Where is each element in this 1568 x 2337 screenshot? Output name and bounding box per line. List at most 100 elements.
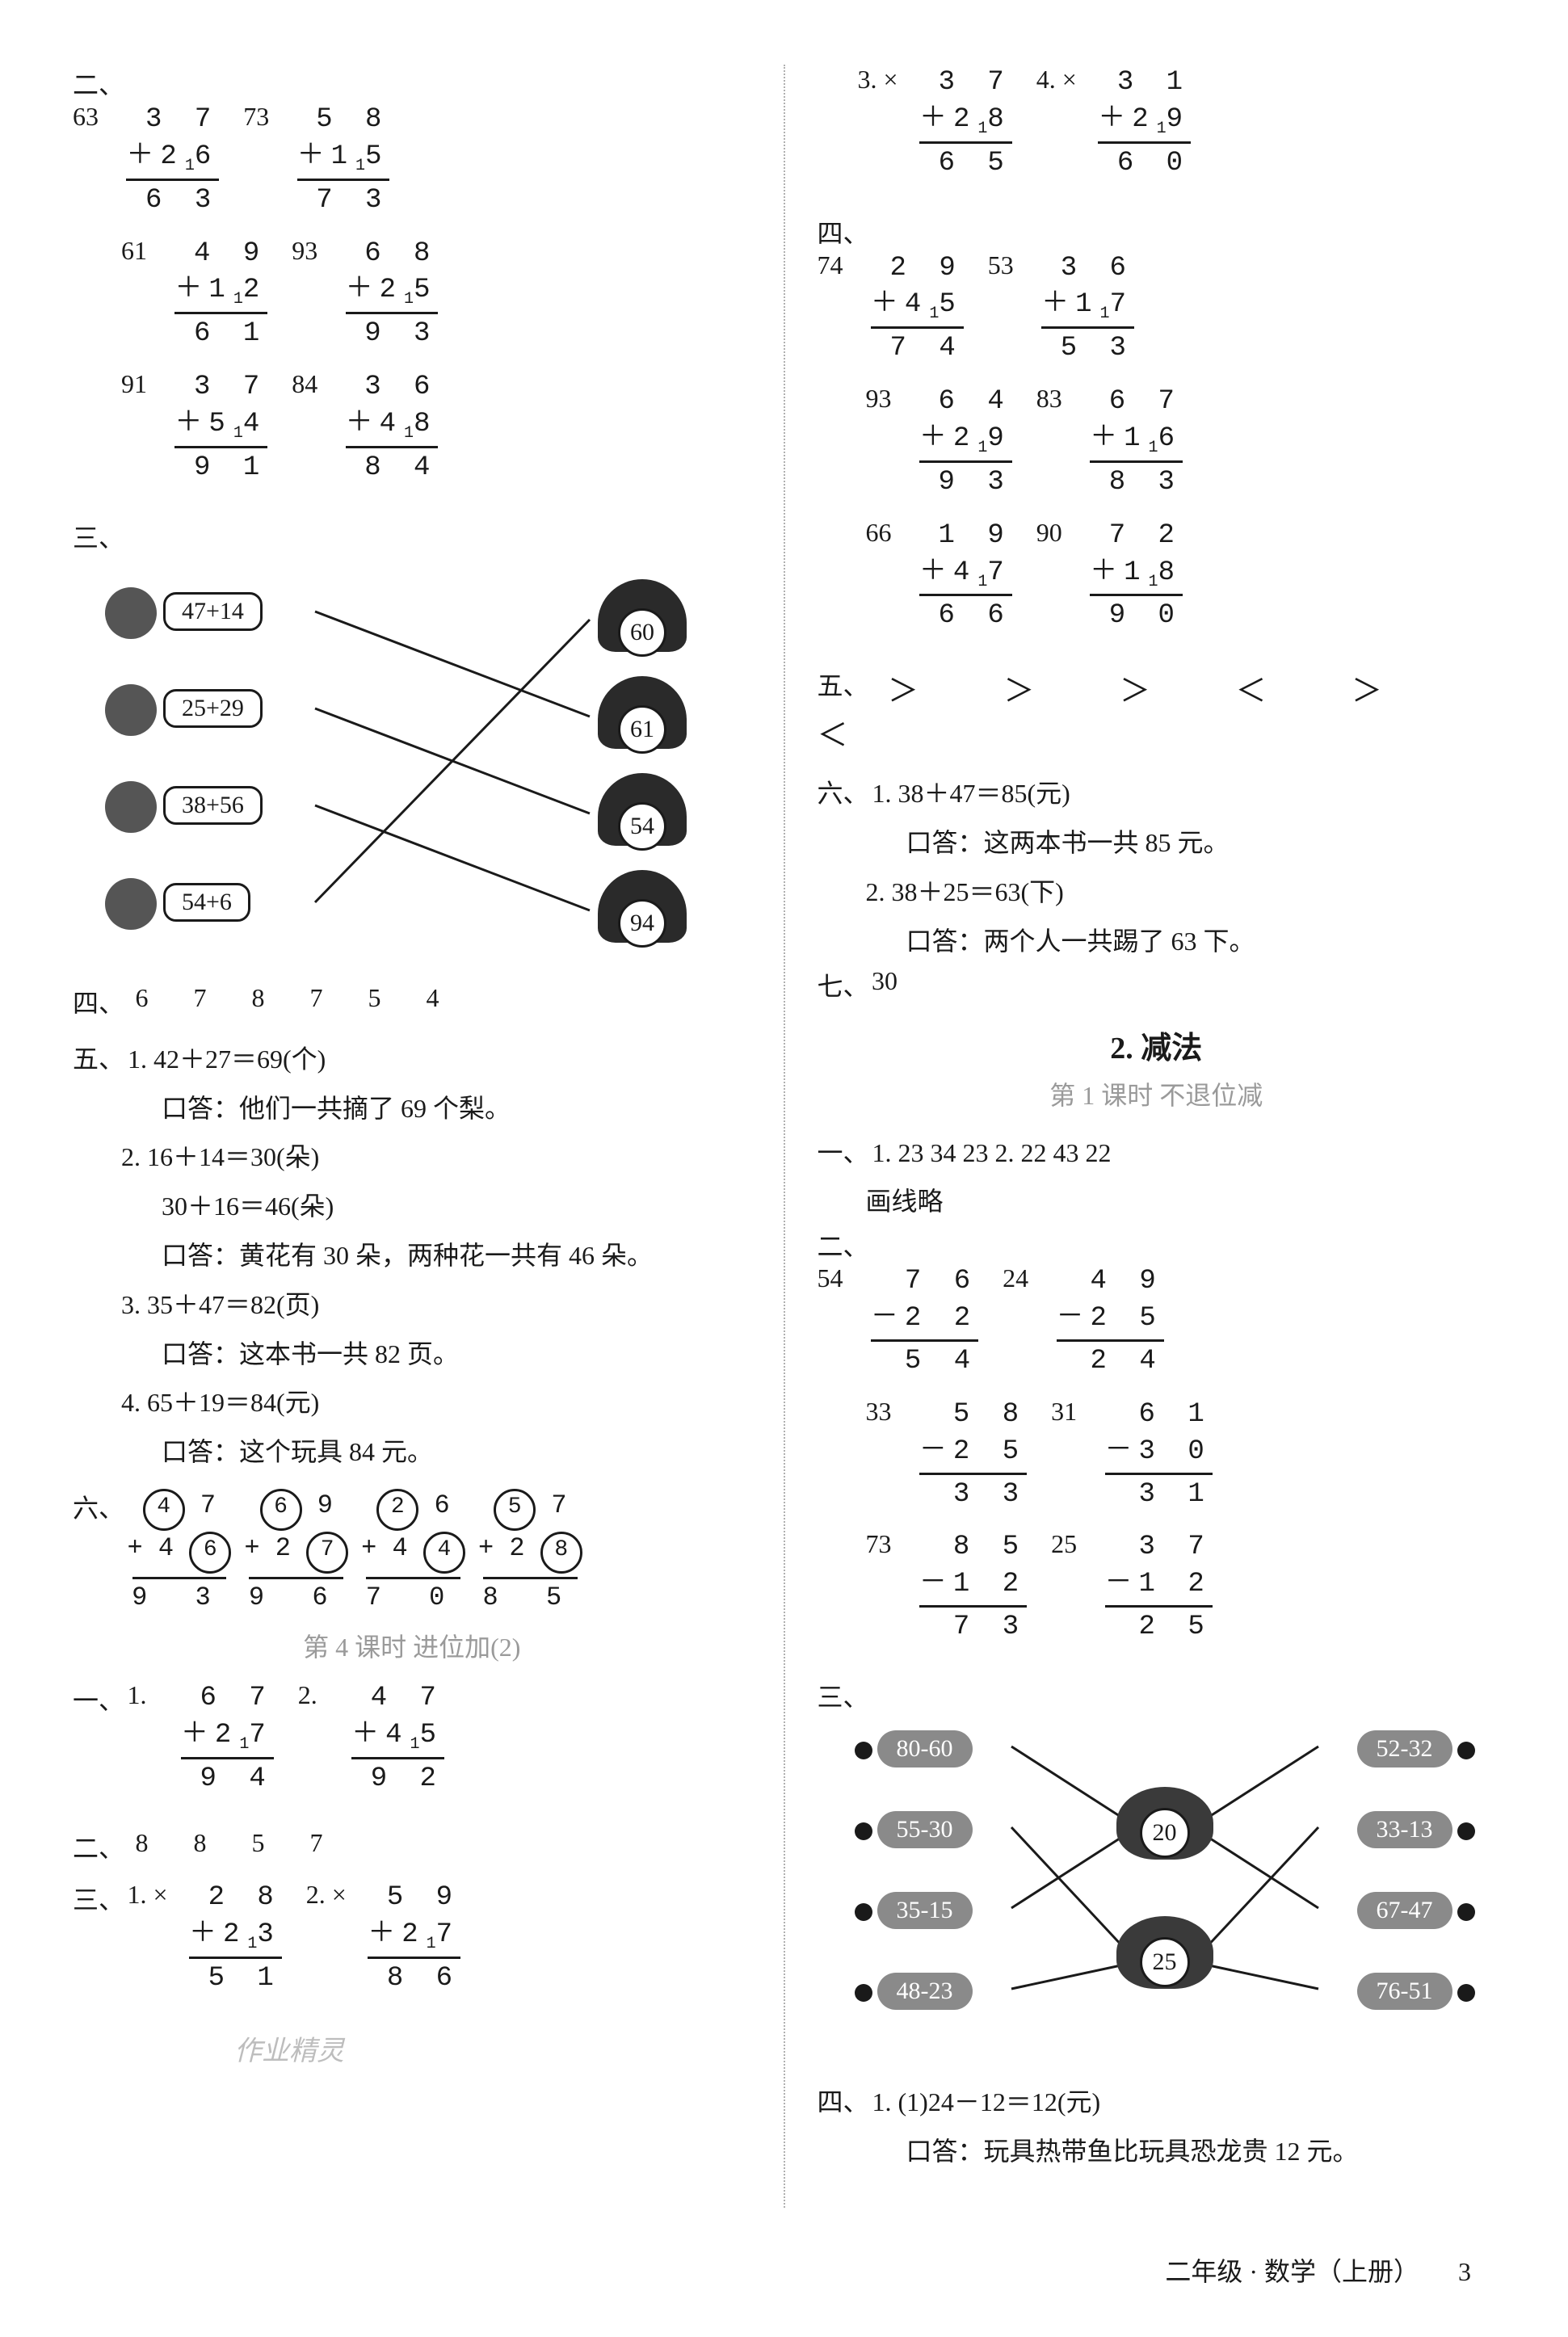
- crab-left-item: 48-23: [850, 1973, 973, 2010]
- vmath-block: 25 3 7 －1 2 2 5: [1051, 1529, 1213, 1646]
- r-sec6-q1b: 口答：这两本书一共 85 元。: [906, 818, 1496, 868]
- expr-bubble: 47+14: [163, 592, 263, 631]
- vmath-block: 54 7 6 －2 2 5 4: [818, 1263, 979, 1381]
- vmath-block: 2. × 5 9 ＋217 8 6: [306, 1880, 460, 1998]
- sec5-label: 五、: [73, 1035, 121, 1084]
- rr-sec1: 一、 1. 23 34 23 2. 22 43 22 画线略: [818, 1129, 1496, 1227]
- column-divider: [784, 65, 785, 2208]
- vmath-block: 93 6 8 ＋215 9 3: [292, 236, 438, 354]
- r-sec6: 六、 1. 38＋47＝85(元) 口答：这两本书一共 85 元。 2. 38＋…: [818, 769, 1496, 965]
- match-left-item: 54+6: [105, 878, 250, 930]
- sec5-q4b: 口答：这个玩具 84 元。: [162, 1427, 751, 1477]
- rr-sec1-l1: 1. 23 34 23 2. 22 43 22: [872, 1138, 1112, 1167]
- crab-icon: 20: [1116, 1787, 1213, 1860]
- lesson1-title: 第 1 课时 不退位减: [818, 1075, 1496, 1112]
- vmath-block: 4. × 3 1 ＋219 6 0: [1036, 65, 1191, 183]
- r-sec5: 五、 ＞ ＞ ＞ ＜ ＞ ＜: [818, 666, 1496, 754]
- rr-sec2: 二、 54 7 6 －2 2 5 4 24 4 9 －2 5 2 4 33 5 …: [818, 1226, 1496, 1662]
- vmath-block: 24 4 9 －2 5 2 4: [1003, 1263, 1164, 1381]
- vmath-block: 93 6 4 ＋219 9 3: [866, 384, 1012, 502]
- tadpole-icon: [1457, 1984, 1475, 2002]
- secC2: 3. × 3 7 ＋218 6 5 4. × 3 1 ＋219 6 0: [818, 65, 1496, 199]
- secB: 二、 8 8 5 7: [73, 1828, 751, 1865]
- vmath-block: 3. × 3 7 ＋218 6 5: [858, 65, 1012, 183]
- r-sec6-q2b: 口答：两个人一共踢了 63 下。: [906, 917, 1496, 966]
- crab-left-item: 80-60: [850, 1730, 973, 1767]
- vmath-block: 1. 6 7 ＋217 9 4: [128, 1680, 274, 1798]
- footer-text: 二年级 · 数学（上册）: [1165, 2257, 1419, 2286]
- sec5-q3a: 3. 35＋47＝82(页): [121, 1280, 751, 1330]
- sec5-q2a: 2. 16＋14＝30(朵): [121, 1133, 751, 1182]
- footer-page: 3: [1458, 2257, 1471, 2286]
- cloud-add-block: 2 6 + 4 4 7 0: [361, 1488, 465, 1612]
- tadpole-icon: [1457, 1742, 1475, 1759]
- stump-icon: 54: [598, 773, 687, 846]
- vmath-block: 61 4 9 ＋112 6 1: [121, 236, 267, 354]
- crab-diagram: 80-6055-3035-1548-2352-3233-1367-4776-51…: [850, 1722, 1480, 2062]
- r-sec6-q2a: 2. 38＋25＝63(下): [866, 868, 1496, 917]
- expr-bubble: 25+29: [163, 689, 263, 728]
- r-sec7: 七、 30: [818, 966, 1496, 1003]
- vmath-block: 90 7 2 ＋118 9 0: [1036, 518, 1183, 636]
- match-left-item: 47+14: [105, 587, 263, 639]
- crab-right-item: 52-32: [1357, 1730, 1480, 1767]
- rabbit-icon: [105, 684, 157, 736]
- match-right-item: 54: [598, 773, 687, 852]
- vmath-block: 73 8 5 －1 2 7 3: [866, 1529, 1028, 1646]
- stump-icon: 94: [598, 870, 687, 943]
- sec5: 五、 1. 42＋27＝69(个) 口答：他们一共摘了 69 个梨。 2. 16…: [73, 1035, 751, 1477]
- sec2: 二、 63 3 7 ＋216 6 3 73 5 8 ＋115 7 3 61 4 …: [73, 65, 751, 503]
- r-sec4v: 四、 74 2 9 ＋415 7 4 53 3 6 ＋117 5 3 93 6 …: [818, 213, 1496, 652]
- vmath-block: 73 5 8 ＋115 7 3: [243, 102, 389, 220]
- sec6: 六、 4 7 + 4 6 9 3 6 9 + 2 7 9 6 2 6 + 4 4…: [73, 1488, 751, 1612]
- tadpole-icon: [855, 1903, 872, 1921]
- vmath-block: 66 1 9 ＋417 6 6: [866, 518, 1012, 636]
- rr-sec4-q1b: 口答：玩具热带鱼比玩具恐龙贵 12 元。: [906, 2127, 1496, 2176]
- stump-icon: 60: [598, 579, 687, 652]
- r-sec6-q1a: 1. 38＋47＝85(元): [872, 779, 1070, 808]
- right-column: 3. × 3 7 ＋218 6 5 4. × 3 1 ＋219 6 0 四、 7…: [793, 65, 1520, 2208]
- match-right-item: 61: [598, 676, 687, 755]
- rr-sec3-label: 三、: [818, 1677, 866, 1714]
- expr-bubble: 38+56: [163, 786, 263, 825]
- vmath-block: 1. × 2 8 ＋213 5 1: [128, 1880, 282, 1998]
- sec3-label: 三、: [73, 518, 121, 555]
- rr-sec3: 三、 80-6055-3035-1548-2352-3233-1367-4776…: [818, 1677, 1496, 2062]
- expr-pill: 76-51: [1357, 1973, 1452, 2010]
- sec5-q1b: 口答：他们一共摘了 69 个梨。: [162, 1084, 751, 1133]
- sec3: 三、 47+14 25+29 38+56 54+6 60 61 54 94: [73, 518, 751, 967]
- r-sec5-label: 五、: [818, 666, 866, 703]
- sec6-label: 六、: [73, 1488, 121, 1525]
- sec5-q3b: 口答：这本书一共 82 页。: [162, 1330, 751, 1379]
- monkey-icon: [105, 587, 157, 639]
- rr-sec4: 四、 1. (1)24－12＝12(元) 口答：玩具热带鱼比玩具恐龙贵 12 元…: [818, 2078, 1496, 2176]
- crab-center: 25: [1116, 1916, 1213, 1995]
- sec4-label: 四、: [73, 983, 121, 1020]
- vmath-block: 74 2 9 ＋415 7 4: [818, 250, 964, 368]
- cloud-add-block: 5 7 + 2 8 8 5: [478, 1488, 582, 1612]
- crab-left-item: 55-30: [850, 1811, 973, 1848]
- match-left-item: 25+29: [105, 684, 263, 736]
- sec5-q4a: 4. 65＋19＝84(元): [121, 1378, 751, 1427]
- expr-pill: 35-15: [877, 1892, 973, 1929]
- secB-label: 二、: [73, 1828, 121, 1865]
- rr-sec2-label: 二、: [818, 1226, 866, 1263]
- r-sec5-syms: ＞ ＞ ＞ ＜ ＞ ＜: [818, 675, 1422, 753]
- vmath-block: 83 6 7 ＋116 8 3: [1036, 384, 1183, 502]
- left-column: 二、 63 3 7 ＋216 6 3 73 5 8 ＋115 7 3 61 4 …: [48, 65, 776, 2208]
- crab-center: 20: [1116, 1787, 1213, 1866]
- sec5-q2b: 30＋16＝46(朵): [162, 1182, 751, 1231]
- match-left-item: 38+56: [105, 781, 263, 833]
- tadpole-icon: [855, 1742, 872, 1759]
- sec2-label: 二、: [73, 65, 121, 102]
- expr-pill: 55-30: [877, 1811, 973, 1848]
- expr-pill: 52-32: [1357, 1730, 1452, 1767]
- mouse-icon: [105, 878, 157, 930]
- crab-right-item: 67-47: [1357, 1892, 1480, 1929]
- unit-title: 2. 减法: [818, 1023, 1496, 1067]
- sec5-q2c: 口答：黄花有 30 朵，两种花一共有 46 朵。: [162, 1231, 751, 1280]
- crab-left-item: 35-15: [850, 1892, 973, 1929]
- rr-sec1-label: 一、: [818, 1129, 866, 1178]
- cloud-add-block: 6 9 + 2 7 9 6: [244, 1488, 348, 1612]
- vmath-block: 33 5 8 －2 5 3 3: [866, 1397, 1028, 1514]
